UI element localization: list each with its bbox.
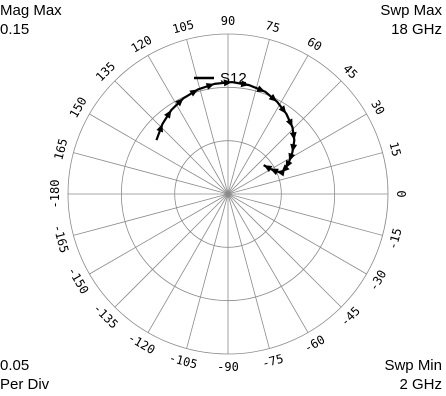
grid-spoke	[89, 113, 229, 195]
series-point	[205, 83, 215, 90]
swp-min-label: Swp Min	[384, 357, 442, 374]
grid-spoke	[227, 152, 383, 195]
angle-tick-label: -15	[386, 226, 405, 251]
grid-spoke	[73, 193, 229, 236]
grid-spoke	[147, 193, 229, 333]
angle-tick-label: 150	[67, 95, 90, 121]
angle-tick-label: 120	[129, 33, 155, 56]
swp-min-value: 2 GHz	[399, 376, 442, 393]
series-point	[263, 165, 273, 173]
series-point	[256, 85, 266, 92]
grid-spoke	[227, 193, 309, 333]
grid-spoke	[227, 80, 342, 195]
per-div-value: 0.05	[0, 357, 29, 374]
legend: S12	[194, 70, 247, 87]
grid-spoke	[147, 55, 229, 195]
angle-tick-label: 90	[221, 14, 235, 28]
swp-max-label: Swp Max	[380, 2, 442, 19]
series-point	[289, 131, 297, 141]
series-point	[285, 118, 293, 128]
grid-spoke	[227, 193, 342, 308]
angle-tick-label: 15	[386, 140, 403, 158]
series-point	[164, 109, 172, 119]
per-div-label: Per Div	[0, 376, 50, 393]
angle-tick-label: -120	[125, 331, 157, 358]
grid-spoke	[227, 193, 367, 275]
grid-spoke	[186, 193, 229, 349]
angle-tick-label: 45	[340, 62, 360, 82]
grid-spoke	[227, 39, 270, 195]
mag-max-value: 0.15	[0, 21, 29, 38]
polar-grid	[67, 33, 389, 355]
series-point	[268, 93, 278, 102]
angle-tick-label: 75	[264, 18, 282, 35]
series-point	[288, 152, 296, 162]
angle-tick-label: -180	[48, 180, 62, 209]
angle-tick-label: 165	[51, 137, 70, 162]
swp-max-value: 18 GHz	[391, 21, 442, 38]
angle-tick-label: -60	[302, 332, 328, 355]
grid-spoke	[227, 113, 367, 195]
angle-tick-label: -90	[217, 360, 239, 374]
series-point	[223, 79, 232, 87]
grid-spoke	[227, 55, 309, 195]
angle-tick-label: 135	[93, 59, 118, 84]
series-point	[175, 98, 184, 107]
grid-spoke	[114, 193, 229, 308]
angle-tick-label: -30	[366, 268, 389, 294]
angle-tick-label: 0	[394, 190, 408, 197]
angle-tick-label: 60	[305, 35, 325, 54]
grid-spoke	[186, 39, 229, 195]
grid-spoke	[227, 193, 383, 236]
angle-tick-label: 30	[368, 98, 387, 118]
series-point	[156, 123, 164, 133]
grid-spoke	[89, 193, 229, 275]
grid-spoke	[73, 152, 229, 195]
series-point	[189, 89, 199, 97]
grid-spoke	[114, 80, 229, 195]
series-point	[290, 143, 298, 153]
angle-tick-label: -150	[65, 264, 92, 296]
series-point	[270, 168, 279, 176]
angle-tick-label: -105	[167, 351, 199, 372]
s12-trace	[155, 79, 298, 177]
angle-tick-label: -165	[50, 223, 71, 255]
series-point	[278, 105, 287, 114]
series-point	[240, 80, 250, 88]
angle-tick-label: 105	[171, 17, 196, 36]
legend-label: S12	[220, 70, 247, 87]
angle-tick-label: -45	[338, 304, 363, 329]
series-point	[276, 169, 285, 177]
series-point	[285, 159, 293, 169]
grid-spoke	[227, 193, 270, 349]
angle-tick-label: -75	[260, 352, 285, 371]
mag-max-label: Mag Max	[0, 2, 62, 19]
